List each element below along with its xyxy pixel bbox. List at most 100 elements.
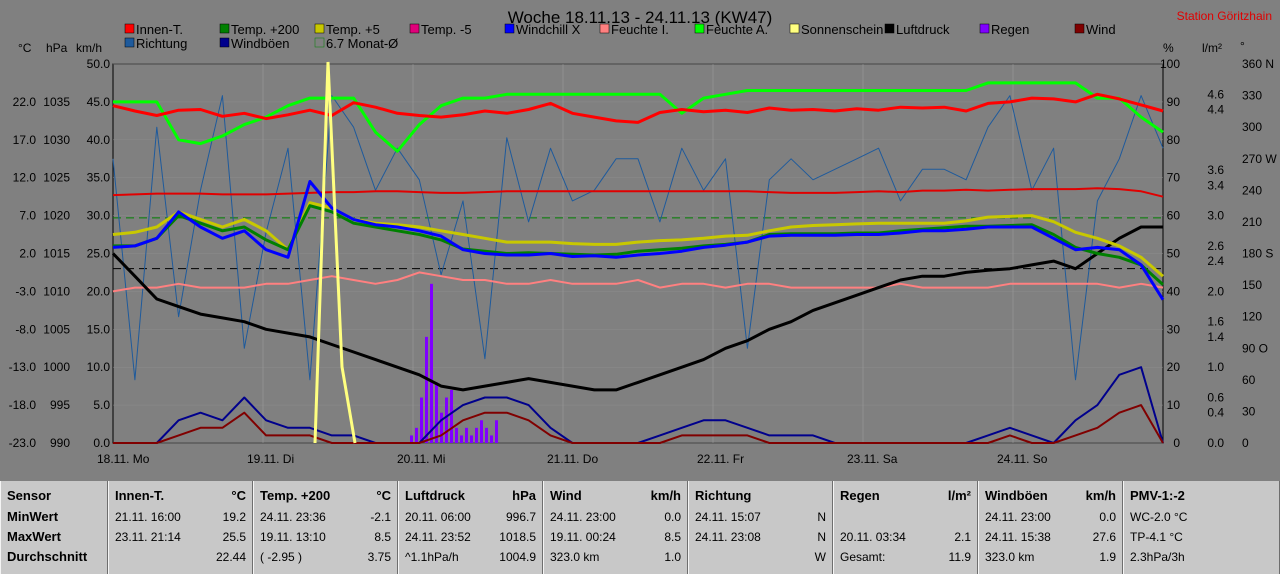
table-cell-label: 19.11. 13:10	[260, 530, 326, 544]
series-line-luftdruck	[111, 225, 1163, 392]
tick-hpa: 1005	[43, 322, 70, 336]
table-header: PMV-1:-2	[1130, 485, 1273, 507]
table-cell-label: MinWert	[7, 509, 59, 524]
table-column: Regen l/m² 20.11. 03:34 2.1 Gesamt: 11.9	[833, 481, 978, 574]
legend-swatch	[504, 23, 515, 34]
tick-rain: 3.0	[1207, 209, 1224, 223]
table-column: Wind km/h 24.11. 23:00 0.0 19.11. 00:24 8.5 32…	[543, 481, 688, 574]
tick-percent: 90	[1167, 95, 1181, 109]
table-column: PMV-1:-2 WC-2.0 °C TP-4.1 °C 2.3hPa/3h	[1123, 481, 1280, 574]
table-cell-value: 27.6	[1092, 530, 1116, 544]
table-row: 2.3hPa/3h	[1130, 547, 1273, 567]
legend-label: Windböen	[231, 36, 290, 51]
series-line-wind	[113, 404, 1164, 444]
tick-percent: 0	[1173, 436, 1180, 450]
tick-kmh: 30.0	[87, 209, 111, 223]
table-column: Innen-T. °C 21.11. 16:00 19.2 23.11. 21:14 25…	[108, 481, 253, 574]
x-axis: 18.11. Mo 19.11. Di 20.11. Mi 21.11. Do 22.1…	[97, 452, 1048, 466]
tick-kmh: 25.0	[87, 247, 111, 261]
table-row: ^1.1hPa/h 1004.9	[405, 547, 536, 567]
table-row: 23.11. 21:14 25.5	[115, 527, 246, 547]
table-row: 20.11. 03:34 2.1	[840, 527, 971, 547]
x-label: 18.11. Mo	[97, 452, 150, 466]
table-header-title: Sensor	[7, 488, 52, 503]
table-cell-value: 8.5	[664, 530, 681, 544]
table-cell-value: W	[814, 550, 826, 564]
table-header: Sensor	[7, 485, 101, 507]
unit-kmh: km/h	[76, 41, 102, 55]
legend-swatch	[314, 23, 325, 34]
legend-label: Sonnenschein	[801, 22, 883, 37]
tick-rain: 1.4	[1207, 330, 1224, 344]
rain-bar	[495, 420, 498, 443]
table-column: Temp. +200 °C 24.11. 23:36 -2.1 19.11. 13:10…	[253, 481, 398, 574]
tick-direction: 300	[1242, 120, 1262, 134]
table-cell-value: 1.0	[664, 550, 681, 564]
table-cell-value: 2.1	[954, 530, 971, 544]
tick-rain: 3.4	[1207, 178, 1224, 192]
table-row: 21.11. 16:00 19.2	[115, 507, 246, 527]
table-header-title: Luftdruck	[405, 488, 465, 503]
tick-celsius: 17.0	[13, 133, 37, 147]
table-header-title: Innen-T.	[115, 488, 165, 503]
x-label: 19.11. Di	[247, 452, 294, 466]
table-row: 24.11. 23:52 1018.5	[405, 527, 536, 547]
tick-kmh: 10.0	[87, 360, 111, 374]
unit-celsius: °C	[18, 41, 32, 55]
tick-kmh: 35.0	[87, 171, 111, 185]
legend-label: Wind	[1086, 22, 1116, 37]
tick-kmh: 15.0	[87, 322, 111, 336]
rain-bar	[455, 427, 458, 443]
legend-swatch	[694, 23, 705, 34]
legend-label: Windchill X	[516, 22, 581, 37]
tick-celsius: -13.0	[9, 360, 37, 374]
tick-celsius: 12.0	[13, 171, 37, 185]
legend-label: Luftdruck	[896, 22, 950, 37]
unit-direction: °	[1240, 39, 1245, 53]
tick-rain: 1.0	[1207, 360, 1224, 374]
tick-hpa: 1000	[43, 360, 70, 374]
table-header-title: Windböen	[985, 488, 1048, 503]
tick-direction: 360 N	[1242, 57, 1274, 71]
legend-label: Temp. +200	[231, 22, 299, 37]
table-row: 24.11. 15:07 N	[695, 507, 826, 527]
rain-bar	[430, 283, 433, 443]
unit-percent: %	[1163, 41, 1174, 55]
tick-kmh: 45.0	[87, 95, 111, 109]
table-row: 24.11. 23:36 -2.1	[260, 507, 391, 527]
tick-direction: 30	[1242, 404, 1256, 418]
rain-bar	[440, 412, 443, 443]
tick-celsius: 2.0	[19, 247, 36, 261]
legend-swatch	[124, 23, 135, 34]
table-column: Windböen km/h 24.11. 23:00 0.0 24.11. 15:38 2…	[978, 481, 1123, 574]
tick-percent: 50	[1167, 247, 1181, 261]
table-cell-value: -2.1	[370, 510, 391, 524]
legend-label: Feuchte I.	[611, 22, 669, 37]
series-line-windchill-x	[112, 180, 1165, 301]
tick-rain: 0.6	[1207, 391, 1224, 405]
tick-kmh: 20.0	[87, 284, 111, 298]
rain-bar	[450, 389, 453, 443]
table-row: 22.44	[115, 547, 246, 567]
legend-swatch	[409, 23, 420, 34]
table-header-unit: °C	[376, 488, 391, 503]
legend-swatch	[599, 23, 610, 34]
tick-celsius: -3.0	[15, 284, 36, 298]
table-cell-value: 1.9	[1099, 550, 1116, 564]
legend-swatch	[884, 23, 895, 34]
tick-celsius: -18.0	[9, 398, 37, 412]
tick-celsius: -8.0	[15, 322, 36, 336]
table-cell-label: ^1.1hPa/h	[405, 550, 459, 564]
tick-percent: 30	[1167, 322, 1181, 336]
table-row: Durchschnitt	[7, 547, 101, 567]
tick-hpa: 1035	[43, 95, 70, 109]
table-cell-value: 22.44	[215, 550, 246, 564]
table-row: 323.0 km 1.0	[550, 547, 681, 567]
table-cell-label: ( -2.95 )	[260, 550, 303, 564]
tick-rain: 3.6	[1207, 163, 1224, 177]
legend-swatch	[124, 37, 135, 48]
table-row: 24.11. 23:00 0.0	[985, 507, 1116, 527]
table-header: Innen-T. °C	[115, 485, 246, 507]
table-cell-label: 24.11. 23:08	[695, 530, 761, 544]
table-cell-label: 24.11. 23:00	[985, 510, 1051, 524]
